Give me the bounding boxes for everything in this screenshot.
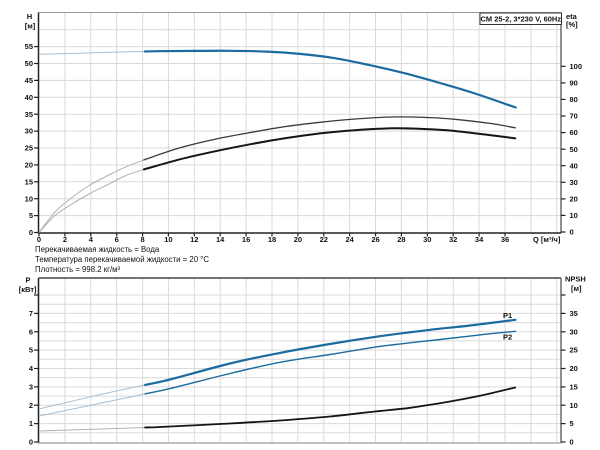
svg-text:20: 20	[570, 195, 578, 204]
svg-text:5: 5	[29, 211, 33, 220]
svg-text:Плотность = 998.2 кг/м³: Плотность = 998.2 кг/м³	[35, 265, 120, 274]
svg-text:0: 0	[570, 438, 574, 447]
svg-text:0: 0	[37, 235, 41, 244]
svg-text:NPSH: NPSH	[565, 275, 586, 284]
svg-text:[%]: [%]	[566, 20, 578, 29]
svg-text:0: 0	[29, 228, 33, 237]
svg-text:50: 50	[25, 59, 33, 68]
svg-text:35: 35	[25, 110, 33, 119]
svg-text:[м]: [м]	[571, 284, 582, 293]
svg-text:6: 6	[115, 235, 119, 244]
svg-text:28: 28	[397, 235, 405, 244]
svg-text:40: 40	[25, 93, 33, 102]
svg-text:5: 5	[570, 419, 574, 428]
svg-text:10: 10	[25, 194, 33, 203]
svg-text:18: 18	[268, 235, 276, 244]
svg-text:H: H	[27, 12, 32, 21]
svg-text:15: 15	[570, 383, 578, 392]
svg-text:70: 70	[570, 112, 578, 121]
svg-text:6: 6	[29, 327, 33, 336]
svg-text:20: 20	[25, 161, 33, 170]
svg-text:30: 30	[423, 235, 431, 244]
svg-text:60: 60	[570, 128, 578, 137]
svg-text:Перекачиваемая жидкость = Вода: Перекачиваемая жидкость = Вода	[35, 245, 160, 254]
svg-text:P1: P1	[503, 311, 512, 320]
svg-text:32: 32	[449, 235, 457, 244]
svg-text:Температура перекачиваемой жид: Температура перекачиваемой жидкости = 20…	[35, 255, 209, 264]
svg-text:10: 10	[570, 211, 578, 220]
svg-text:[м]: [м]	[25, 22, 36, 31]
svg-text:16: 16	[242, 235, 250, 244]
svg-text:5: 5	[29, 346, 33, 355]
svg-text:50: 50	[570, 145, 578, 154]
svg-text:30: 30	[25, 127, 33, 136]
svg-text:30: 30	[570, 178, 578, 187]
svg-text:20: 20	[570, 364, 578, 373]
svg-text:0: 0	[570, 228, 574, 237]
svg-text:100: 100	[570, 62, 583, 71]
svg-text:40: 40	[570, 161, 578, 170]
svg-text:8: 8	[141, 235, 145, 244]
svg-text:P: P	[25, 276, 30, 285]
svg-text:90: 90	[570, 79, 578, 88]
svg-text:2: 2	[29, 401, 33, 410]
svg-text:45: 45	[25, 76, 33, 85]
svg-text:80: 80	[570, 95, 578, 104]
svg-text:10: 10	[164, 235, 172, 244]
svg-text:15: 15	[25, 177, 33, 186]
svg-text:12: 12	[190, 235, 198, 244]
svg-text:55: 55	[25, 42, 33, 51]
svg-text:Q [м³/ч]: Q [м³/ч]	[533, 235, 561, 244]
svg-text:25: 25	[570, 346, 578, 355]
svg-text:34: 34	[475, 235, 484, 244]
svg-text:10: 10	[570, 401, 578, 410]
svg-text:[кВт]: [кВт]	[19, 285, 37, 294]
svg-text:3: 3	[29, 383, 33, 392]
svg-text:P2: P2	[503, 333, 512, 342]
svg-text:eta: eta	[566, 12, 578, 21]
svg-text:24: 24	[346, 235, 355, 244]
svg-text:22: 22	[320, 235, 328, 244]
svg-text:30: 30	[570, 327, 578, 336]
svg-text:36: 36	[501, 235, 509, 244]
svg-text:CM 25-2, 3*230 V, 60Hz: CM 25-2, 3*230 V, 60Hz	[480, 15, 561, 24]
svg-text:26: 26	[371, 235, 379, 244]
svg-text:20: 20	[294, 235, 302, 244]
svg-text:7: 7	[29, 309, 33, 318]
svg-text:14: 14	[216, 235, 225, 244]
svg-text:1: 1	[29, 419, 33, 428]
svg-text:35: 35	[570, 309, 578, 318]
svg-text:25: 25	[25, 144, 33, 153]
svg-text:0: 0	[29, 438, 33, 447]
svg-text:4: 4	[29, 364, 34, 373]
svg-text:2: 2	[63, 235, 67, 244]
svg-text:4: 4	[89, 235, 94, 244]
